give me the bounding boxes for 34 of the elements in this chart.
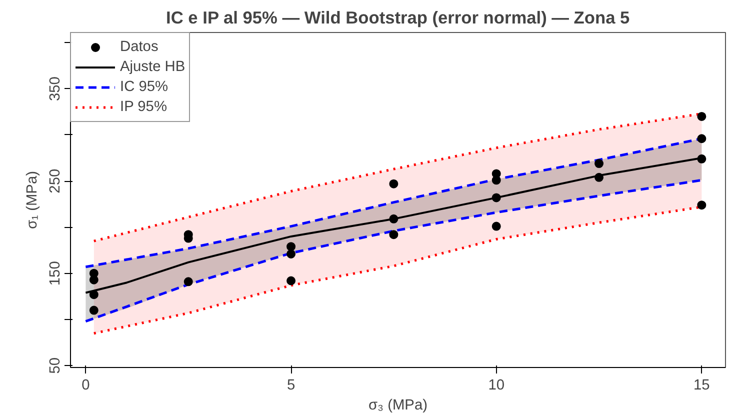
- y-tick-label: 350: [48, 76, 64, 102]
- point: [389, 179, 398, 188]
- point: [286, 276, 296, 286]
- x-tick-label: 0: [82, 378, 90, 394]
- legend-label: IC 95%: [120, 79, 168, 95]
- point: [89, 290, 98, 300]
- y-axis-title: σ₁ (MPa): [24, 171, 40, 229]
- point: [492, 176, 501, 185]
- point: [594, 159, 604, 168]
- x-tick-label: 15: [694, 378, 710, 394]
- point: [286, 242, 296, 252]
- point: [286, 249, 296, 258]
- x-tick-label: 5: [286, 378, 296, 394]
- x-axis-title: σ₃ (MPa): [368, 398, 428, 414]
- x-tick-label: 10: [488, 378, 505, 394]
- point: [184, 277, 193, 286]
- point: [492, 222, 501, 231]
- legend-label: Datos: [120, 39, 158, 55]
- line-series: [84, 178, 703, 323]
- point: [594, 172, 604, 182]
- point: [697, 200, 706, 210]
- y-tick-label: 250: [48, 168, 64, 194]
- point: [492, 193, 501, 202]
- legend-label: IP 95%: [120, 99, 167, 115]
- point: [389, 214, 398, 224]
- point: [89, 306, 98, 315]
- chart-title: IC e IP al 95% — Wild Bootstrap (error normal) — Zona 5: [166, 8, 630, 28]
- point: [697, 154, 706, 164]
- y-tick-label: 50: [48, 357, 64, 374]
- y-tick-label: 150: [48, 261, 64, 286]
- point: [697, 112, 706, 121]
- point: [389, 230, 398, 240]
- point: [697, 134, 706, 144]
- legend-label: Ajuste HB: [120, 59, 186, 75]
